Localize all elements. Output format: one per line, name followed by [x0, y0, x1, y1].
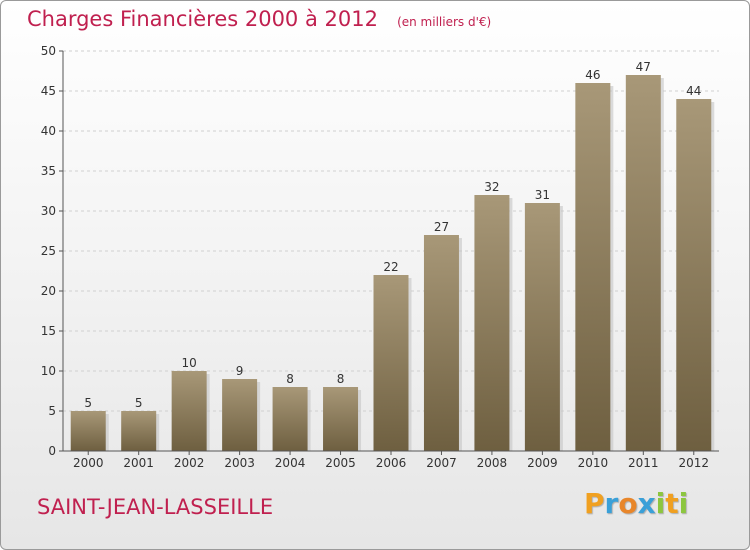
x-tick-label-2004: 2004: [275, 456, 306, 470]
x-tick-label-2012: 2012: [678, 456, 709, 470]
bar-2012: [676, 99, 712, 451]
data-label-2005: 8: [337, 372, 345, 386]
bar-2006: [373, 275, 409, 451]
data-label-2000: 5: [84, 396, 92, 410]
data-label-2004: 8: [286, 372, 294, 386]
data-label-2008: 32: [484, 180, 499, 194]
bar-2003: [222, 379, 258, 451]
bar-2002: [171, 371, 207, 451]
label-layer: 5 5 10 9 8 8 22 27 32 31 46 47 44: [84, 60, 701, 410]
data-label-2009: 31: [535, 188, 550, 202]
y-tick-label-35: 35: [41, 164, 56, 178]
x-tick-label-2008: 2008: [477, 456, 508, 470]
logo-letter-0: P: [584, 487, 605, 520]
commune-name: SAINT-JEAN-LASSEILLE: [37, 495, 274, 519]
y-tick-label-0: 0: [48, 444, 56, 458]
logo-letter-6: i: [678, 487, 689, 520]
data-label-2010: 46: [585, 68, 600, 82]
x-tick-label-2002: 2002: [174, 456, 205, 470]
bar-2005: [323, 387, 359, 451]
y-tick-label-40: 40: [41, 124, 56, 138]
y-tick-label-10: 10: [41, 364, 56, 378]
bar-2008: [474, 195, 510, 451]
x-tick-label-2010: 2010: [578, 456, 609, 470]
x-tick-label-2011: 2011: [628, 456, 659, 470]
bar-2004: [272, 387, 308, 451]
bar-2010: [575, 83, 611, 451]
chart-subtitle: (en milliers d'€): [397, 15, 492, 29]
y-tick-label-45: 45: [41, 84, 56, 98]
logo-letter-2: o: [618, 487, 638, 520]
title-block: Charges Financières 2000 à 2012 (en mill…: [27, 7, 491, 31]
logo-letter-4: i: [655, 487, 666, 520]
y-tick-label-30: 30: [41, 204, 56, 218]
x-tick-label-2001: 2001: [123, 456, 154, 470]
data-label-2007: 27: [434, 220, 449, 234]
bar-2000: [70, 411, 106, 451]
x-tick-label-2005: 2005: [325, 456, 356, 470]
proxiti-logo[interactable]: Proxiti: [584, 487, 688, 520]
data-label-2011: 47: [636, 60, 651, 74]
data-label-2001: 5: [135, 396, 143, 410]
y-tick-label-50: 50: [41, 44, 56, 58]
x-tick-label-2009: 2009: [527, 456, 558, 470]
axis-layer: 0 5 10 15 20 25 30 35 40 45 50 2000 2001 2002 2003 2004…: [41, 44, 719, 470]
y-tick-label-5: 5: [48, 404, 56, 418]
y-tick-label-25: 25: [41, 244, 56, 258]
x-tick-label-2000: 2000: [73, 456, 104, 470]
data-label-2012: 44: [686, 84, 701, 98]
y-tick-label-15: 15: [41, 324, 56, 338]
x-tick-label-2003: 2003: [224, 456, 255, 470]
logo-letter-1: r: [604, 487, 619, 520]
x-tick-label-2007: 2007: [426, 456, 457, 470]
logo-letter-3: x: [637, 487, 656, 520]
bar-2001: [121, 411, 157, 451]
y-tick-label-20: 20: [41, 284, 56, 298]
data-label-2006: 22: [383, 260, 398, 274]
bar-2007: [423, 235, 459, 451]
bar-layer: [70, 75, 715, 451]
logo-letter-5: t: [665, 487, 679, 520]
x-tick-label-2006: 2006: [376, 456, 407, 470]
bar-2011: [625, 75, 661, 451]
data-label-2003: 9: [236, 364, 244, 378]
data-label-2002: 10: [182, 356, 197, 370]
bar-2009: [524, 203, 560, 451]
chart-title: Charges Financières 2000 à 2012: [27, 7, 378, 31]
